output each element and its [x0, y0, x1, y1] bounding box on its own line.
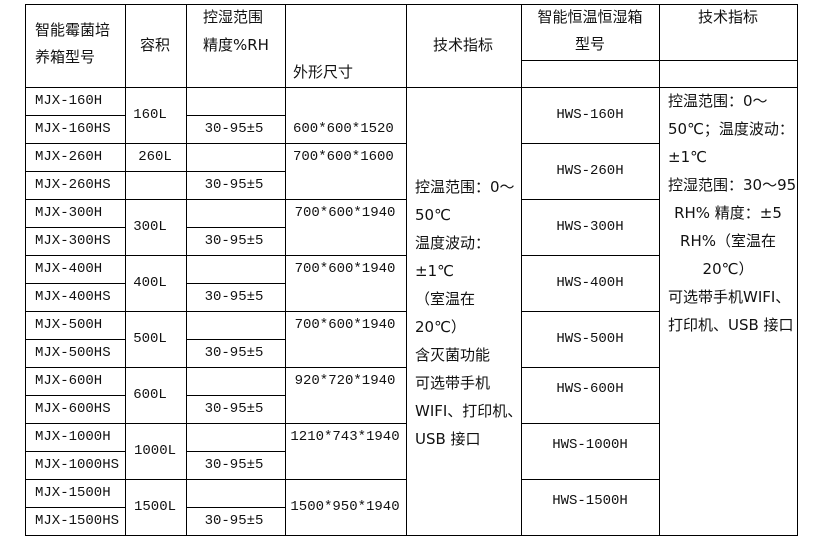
humidity-cell [185, 366, 286, 396]
hws-tech-spec-line: 控温范围：0～ [668, 92, 768, 110]
header-hws-model-line: 智能恒温恒湿箱 [537, 8, 643, 26]
humidity-value: 30-95±5 [204, 233, 264, 249]
hws-model-name: HWS-260H [556, 163, 624, 179]
volume-value: 260L [138, 149, 172, 165]
humidity-cell [185, 142, 286, 172]
header-humidity-line: 控湿范围 [203, 8, 264, 26]
volume-cell [124, 170, 187, 200]
model-name: MJX-1000H [35, 429, 111, 445]
humidity-value: 30-95±5 [204, 401, 264, 417]
humidity-value: 30-95±5 [204, 457, 264, 473]
volume-value: 400L [133, 275, 167, 291]
volume-value: 160L [133, 107, 167, 123]
humidity-cell [185, 86, 286, 116]
header-model-line: 养箱型号 [35, 48, 96, 66]
model-name: MJX-300H [35, 205, 103, 221]
humidity-cell [185, 254, 286, 284]
model-name: MJX-600H [35, 373, 103, 389]
model-name: MJX-1000HS [35, 457, 120, 473]
header-dimension-label: 外形尺寸 [293, 63, 354, 81]
humidity-value: 30-95±5 [204, 289, 264, 305]
header-hws-tech-label: 技术指标 [697, 8, 759, 26]
header-model-line: 智能霉菌培 [35, 21, 111, 39]
tech-spec-line: 温度波动： [415, 234, 491, 252]
hws-tech-spec-line: 可选带手机WIFI、 [668, 288, 791, 306]
humidity-value: 30-95±5 [204, 177, 264, 193]
humidity-value: 30-95±5 [204, 121, 264, 137]
dimension-value: 920*720*1940 [294, 373, 396, 389]
hws-tech-spec-line: 50℃；温度波动： [668, 120, 794, 138]
volume-value: 1500L [133, 499, 177, 515]
model-name: MJX-160H [35, 93, 103, 109]
hws-tech-spec-line: 控湿范围：30～95 [668, 176, 797, 194]
tech-spec-line: 含灭菌功能 [415, 346, 491, 364]
model-name: MJX-300HS [35, 233, 111, 249]
volume-cell [124, 478, 187, 536]
humidity-cell [185, 478, 286, 508]
hws-model-name: HWS-1500H [552, 493, 628, 509]
hws-tech-spec-line: 打印机、USB 接口 [668, 316, 794, 334]
hws-model-name: HWS-600H [556, 381, 624, 397]
hws-tech-spec-line: RH% 精度：±5 [674, 204, 782, 222]
model-name: MJX-600HS [35, 401, 111, 417]
hws-model-name: HWS-300H [556, 219, 624, 235]
tech-spec-line: USB 接口 [415, 430, 481, 448]
header-hws-model-line: 型号 [574, 35, 606, 53]
volume-value: 300L [133, 219, 167, 235]
hws-model-name: HWS-160H [556, 107, 624, 123]
header-volume-label: 容积 [139, 36, 171, 54]
model-name: MJX-1500H [35, 485, 111, 501]
humidity-value: 30-95±5 [204, 345, 264, 361]
tech-spec-line: ±1℃ [415, 262, 454, 280]
model-name: MJX-400HS [35, 289, 111, 305]
hws-tech-spec-line: 20℃） [702, 260, 754, 278]
tech-spec-line: WIFI、打印机、 [415, 402, 523, 420]
header-blank [658, 59, 798, 88]
tech-spec-line: 可选带手机 [415, 374, 491, 392]
humidity-cell [185, 422, 286, 452]
tech-spec-line: 控温范围：0～ [415, 178, 515, 196]
hws-tech-spec-line: RH%（室温在 [680, 232, 776, 250]
hws-model-name: HWS-500H [556, 331, 624, 347]
header-blank [520, 59, 660, 88]
model-name: MJX-400H [35, 261, 103, 277]
dimension-value: 700*600*1940 [294, 261, 396, 277]
dimension-value: 600*600*1520 [293, 121, 394, 137]
model-name: MJX-260H [35, 149, 103, 165]
model-name: MJX-1500HS [35, 513, 120, 529]
model-name: MJX-160HS [35, 121, 111, 137]
header-humidity-line: 精度%RH [203, 36, 269, 54]
tech-specs-cell [405, 86, 522, 536]
model-name: MJX-500H [35, 317, 103, 333]
dimension-value: 700*600*1940 [294, 317, 396, 333]
volume-value: 600L [133, 387, 167, 403]
hws-model-name: HWS-1000H [552, 437, 628, 453]
header-tech-label: 技术指标 [432, 36, 494, 54]
dimension-value: 700*600*1940 [294, 205, 396, 221]
hws-tech-specs-cell [658, 86, 798, 536]
volume-value: 1000L [133, 443, 177, 459]
humidity-value: 30-95±5 [204, 513, 264, 529]
model-name: MJX-260HS [35, 177, 111, 193]
tech-spec-line: （室温在 [415, 290, 476, 308]
dimension-value: 1500*950*1940 [290, 499, 400, 515]
volume-value: 500L [133, 331, 167, 347]
hws-model-name: HWS-400H [556, 275, 624, 291]
dimension-value: 700*600*1600 [293, 149, 394, 165]
tech-spec-line: 20℃） [415, 318, 466, 336]
model-name: MJX-500HS [35, 345, 111, 361]
tech-spec-line: 50℃ [415, 206, 451, 224]
humidity-cell [185, 198, 286, 228]
humidity-cell [185, 310, 286, 340]
dimension-value: 1210*743*1940 [290, 429, 400, 445]
hws-tech-spec-line: ±1℃ [668, 148, 707, 166]
